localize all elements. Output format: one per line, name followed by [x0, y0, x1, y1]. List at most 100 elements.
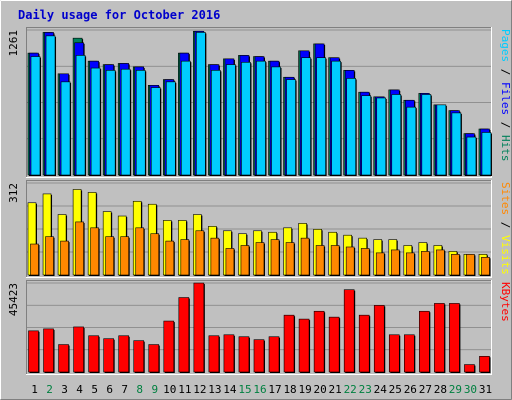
bar-sites-body: [90, 227, 99, 276]
bar-kbytes: [103, 338, 115, 373]
bar-sites-body: [330, 245, 340, 276]
bar-sites-body: [466, 254, 475, 276]
bar-kbytes-body: [449, 303, 460, 373]
bar-kbytes-body: [118, 335, 129, 373]
bar-pages: [226, 64, 237, 176]
bar-sites-body: [210, 237, 220, 276]
bar-sites-body: [315, 245, 325, 276]
bar-pages-body: [60, 81, 71, 176]
bar-pages-body: [105, 70, 116, 176]
bar-sites: [210, 237, 220, 276]
day-label: 6: [106, 383, 113, 396]
bar-pages-body: [391, 94, 402, 176]
bar-sites: [315, 245, 326, 276]
day-label: 12: [193, 383, 206, 396]
bar-pages-body: [45, 35, 56, 176]
bar-kbytes-body: [434, 303, 445, 373]
day-label: 15: [238, 383, 251, 396]
bar-kbytes-body: [479, 356, 490, 373]
bar-kbytes: [328, 316, 341, 373]
bar-sites-body: [406, 252, 415, 276]
day-label: 10: [163, 383, 176, 396]
bar-kbytes-body: [313, 310, 325, 373]
bar-pages: [165, 81, 177, 176]
bar-kbytes: [268, 336, 281, 373]
bar-kbytes-body: [148, 344, 160, 373]
bar-pages: [391, 94, 402, 176]
bar-pages: [316, 57, 327, 177]
bar-kbytes: [449, 303, 461, 373]
bar-sites: [240, 245, 250, 276]
bar-sites-body: [451, 254, 460, 276]
bar-pages-body: [150, 87, 161, 176]
bar-kbytes-body: [283, 314, 295, 373]
bar-kbytes-body: [373, 305, 385, 373]
bar-pages: [346, 78, 357, 176]
axis-label-part: KBytes: [499, 282, 512, 322]
bar-kbytes: [163, 320, 175, 373]
day-label: 22: [344, 383, 357, 396]
chart-title: Daily usage for October 2016: [18, 8, 220, 22]
bar-sites: [135, 227, 145, 276]
bar-sites: [120, 236, 130, 276]
bar-kbytes: [373, 305, 386, 373]
bar-pages: [481, 132, 492, 176]
bar-kbytes-body: [178, 297, 190, 373]
day-label: 17: [268, 383, 281, 396]
bar-pages-body: [346, 78, 356, 176]
bar-pages: [90, 67, 102, 176]
bar-kbytes: [223, 334, 235, 373]
bar-sites-body: [481, 257, 490, 276]
axis-label-part: /: [499, 215, 512, 235]
bar-pages: [60, 81, 72, 176]
day-labels: 1 2 3 4 5 6 7 8 9 10 11 12 13 14 15 16 17 18 19 20 21 22 23 24 2…: [31, 383, 492, 396]
bar-kbytes-body: [163, 320, 175, 373]
bar-kbytes: [148, 344, 160, 373]
bar-kbytes-body: [268, 336, 280, 373]
day-label: 30: [464, 383, 477, 396]
bar-pages: [301, 57, 312, 177]
bar-sites: [300, 237, 311, 276]
bar-pages: [150, 87, 162, 176]
bar-sites-body: [120, 236, 129, 276]
chart-panels: 1261 Pages / Files / Hits 312 Sites / Visit…: [7, 27, 512, 375]
day-label: 13: [208, 383, 221, 396]
bar-kbytes-body: [343, 289, 355, 373]
bar-sites-body: [436, 249, 445, 276]
day-label: 11: [178, 383, 191, 396]
bar-pages: [135, 70, 147, 176]
bar-pages-body: [256, 60, 266, 176]
bar-pages-body: [30, 56, 41, 176]
bar-sites-body: [270, 239, 280, 276]
bar-sites-body: [30, 243, 39, 276]
day-label: 1: [31, 383, 38, 396]
bar-pages-body: [90, 67, 101, 176]
bar-sites-body: [255, 242, 265, 276]
panel-visits_sites: 312 Sites / Visits: [7, 180, 512, 278]
bar-kbytes: [419, 310, 431, 373]
bar-pages-body: [451, 112, 462, 176]
ymax-tick-label: 45423: [7, 283, 20, 316]
day-label: 7: [121, 383, 128, 396]
axis-label-part: /: [499, 115, 512, 135]
bar-kbytes: [253, 339, 265, 373]
bar-kbytes: [58, 344, 70, 373]
bar-sites-body: [375, 252, 385, 276]
bar-kbytes: [388, 334, 401, 373]
axis-label-hits_files_pages: Pages / Files / Hits: [499, 29, 512, 162]
bar-kbytes-body: [328, 316, 340, 373]
day-label: 20: [314, 383, 327, 396]
bar-kbytes: [73, 326, 85, 373]
bar-sites: [466, 254, 476, 276]
bar-pages: [105, 70, 117, 176]
bar-pages: [196, 32, 207, 176]
bar-sites: [45, 236, 55, 276]
bar-sites: [421, 251, 431, 276]
bar-pages: [406, 106, 417, 176]
bar-pages-body: [331, 60, 341, 176]
day-label: 14: [223, 383, 237, 396]
day-label: 28: [434, 383, 447, 396]
bar-sites-body: [195, 230, 205, 276]
bar-sites: [406, 252, 416, 276]
